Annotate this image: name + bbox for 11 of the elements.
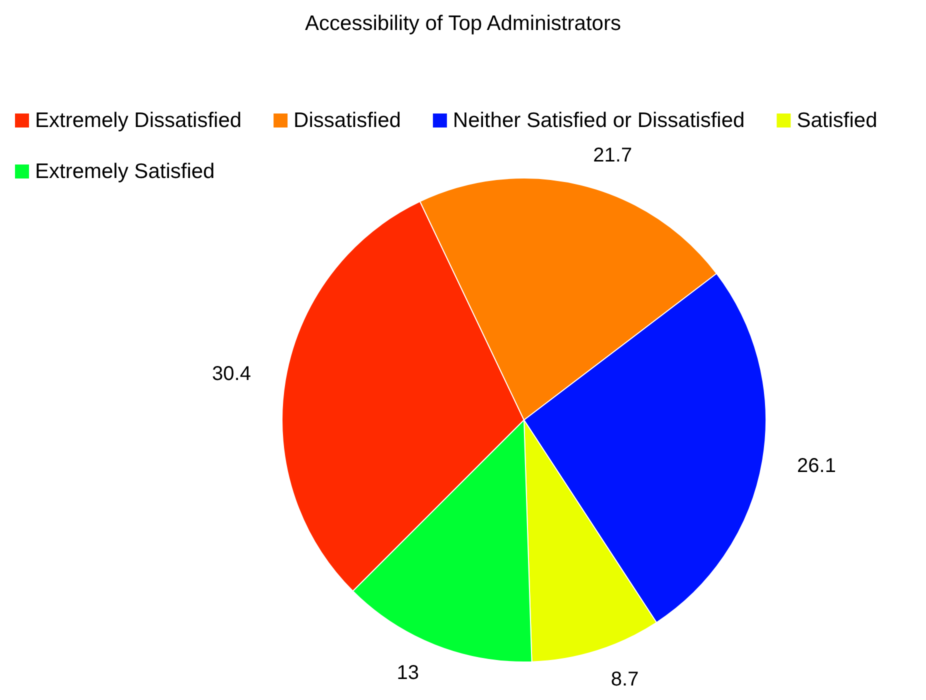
chart-title: Accessibility of Top Administrators (305, 12, 621, 35)
legend-label: Neither Satisfied or Dissatisfied (452, 109, 745, 132)
data-label: 8.7 (610, 668, 639, 690)
data-label: 26.1 (797, 455, 836, 478)
data-label: 30.4 (212, 362, 251, 385)
data-label: 21.7 (593, 144, 632, 167)
legend-label: Extremely Dissatisfied (35, 109, 242, 132)
legend-label: Dissatisfied (294, 109, 401, 132)
legend-label: Satisfied (796, 109, 878, 132)
data-label: 13 (396, 662, 419, 684)
legend-label: Extremely Satisfied (35, 160, 215, 183)
